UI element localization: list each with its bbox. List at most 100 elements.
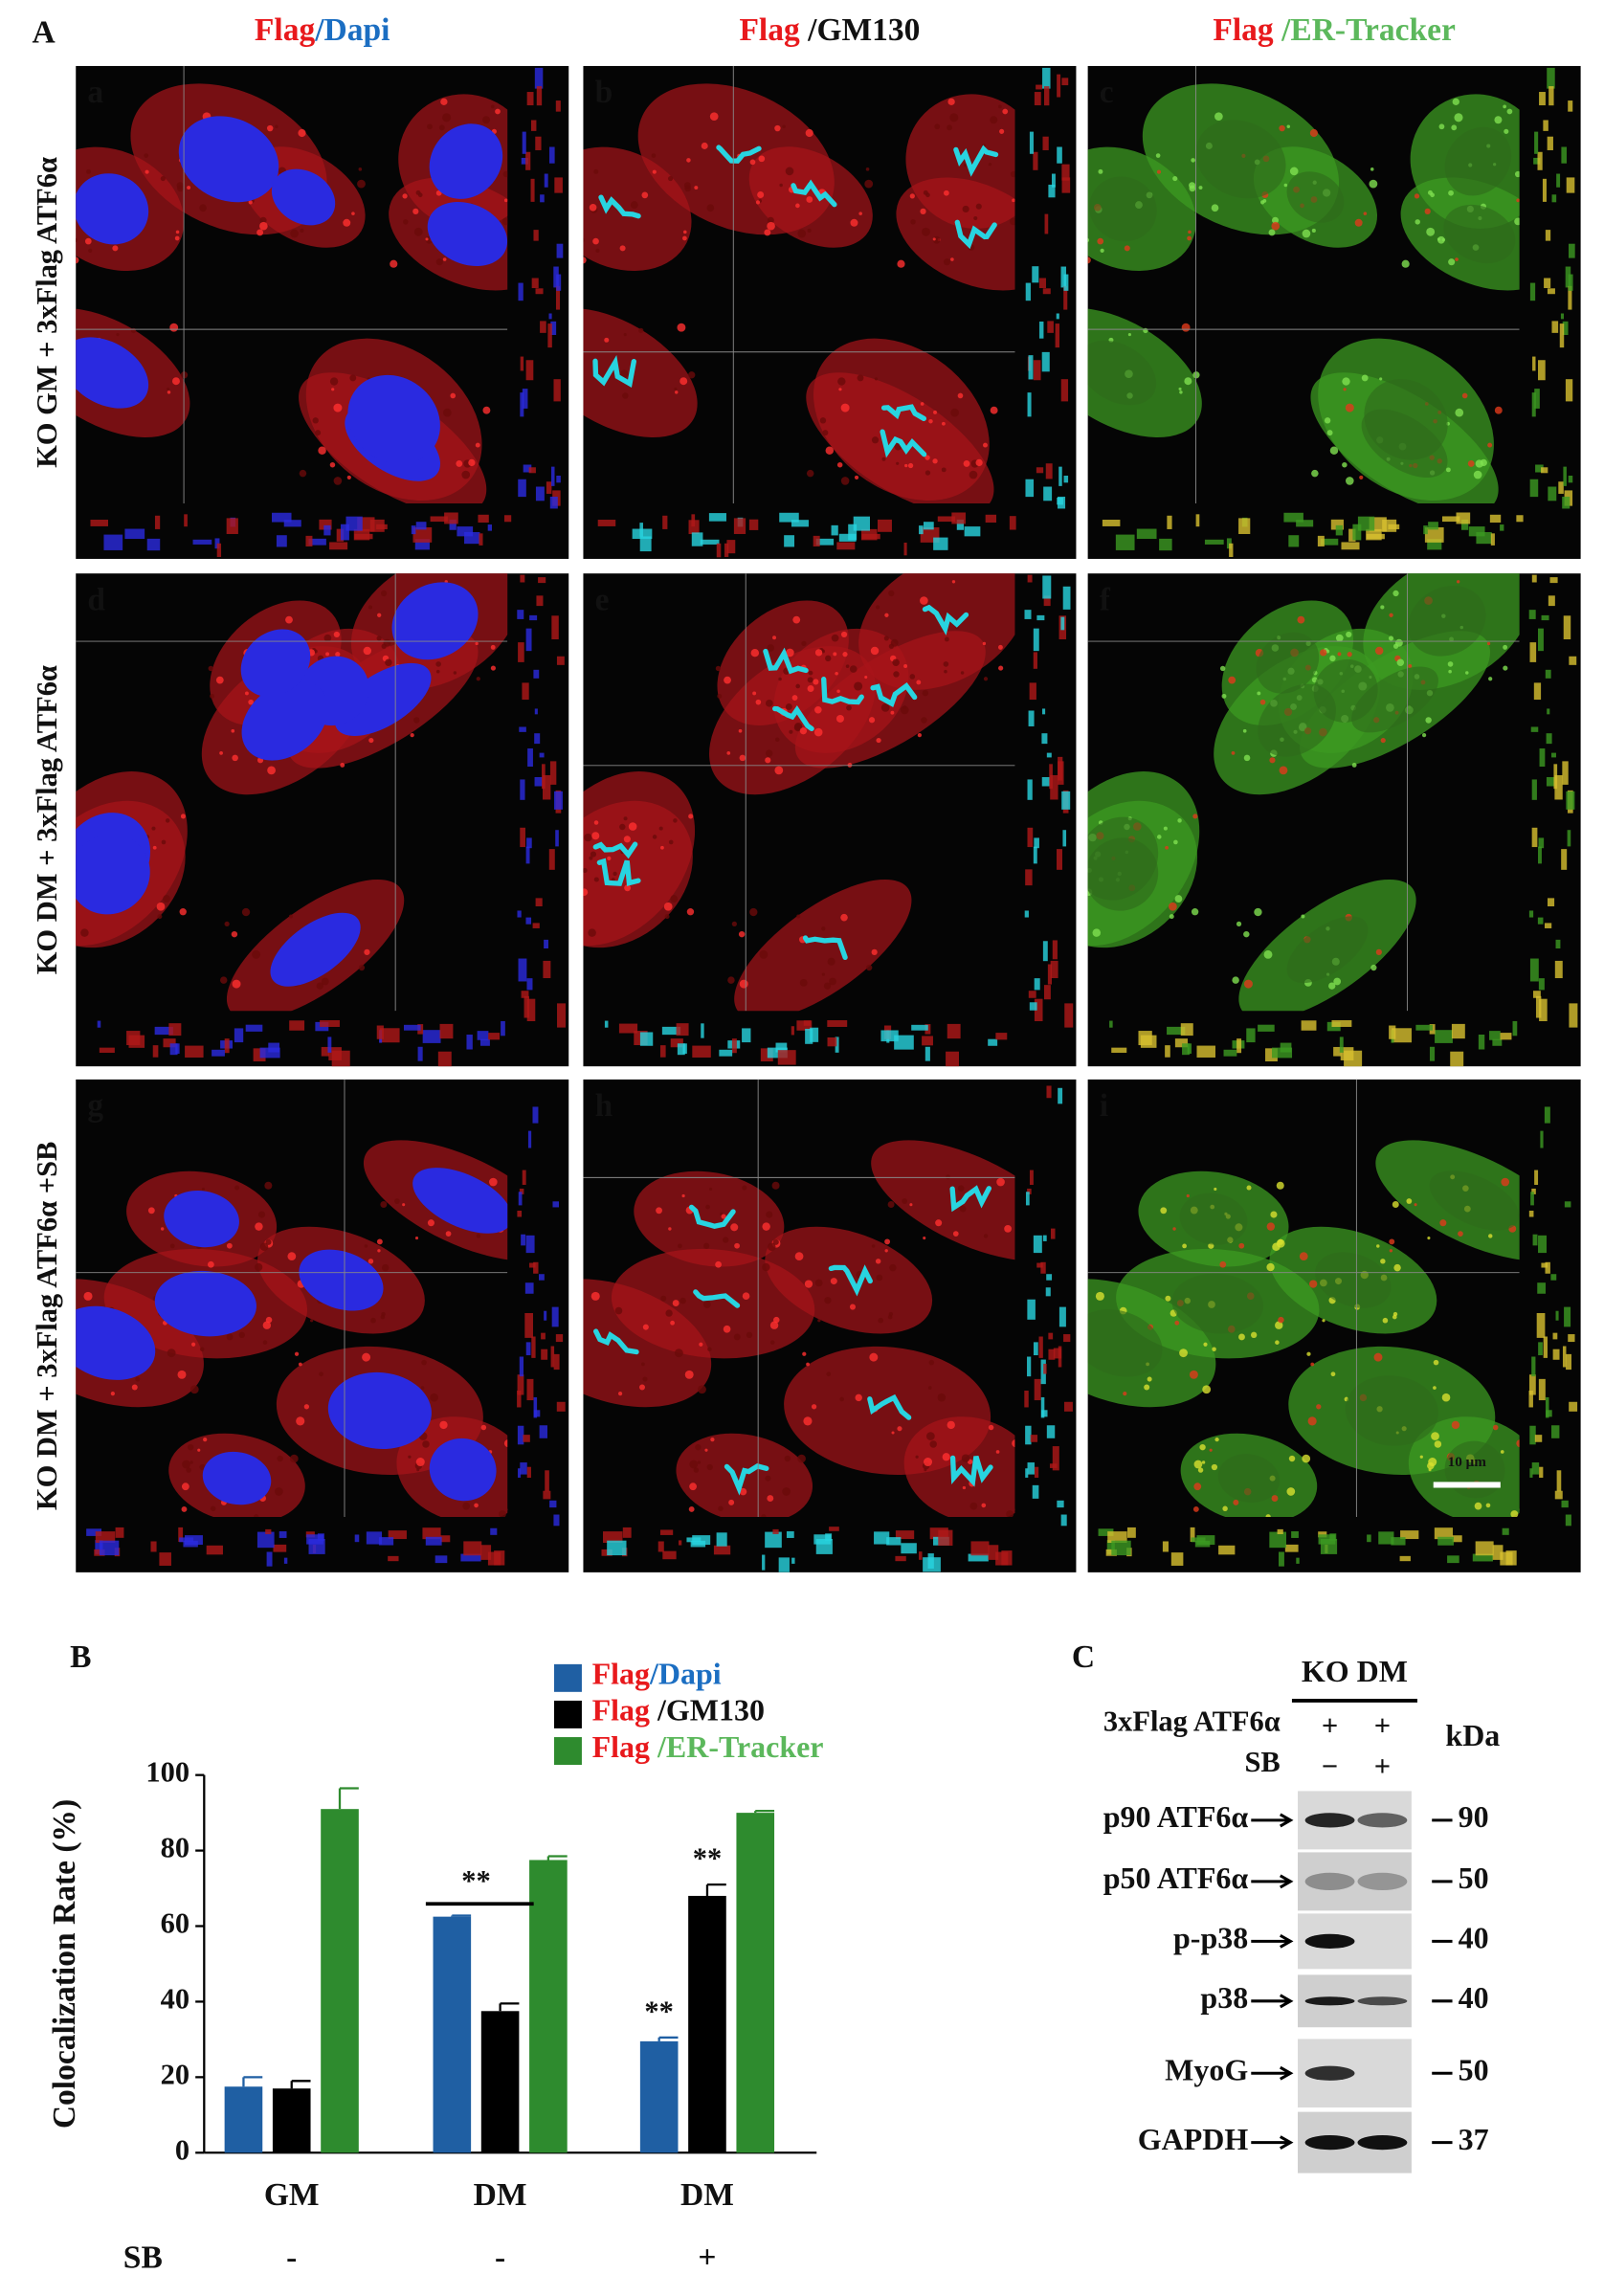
speckle [679, 1297, 686, 1304]
speckle [1328, 982, 1336, 990]
ortho-strip [1106, 1540, 1115, 1554]
ortho-strip [1539, 1466, 1544, 1479]
ortho-strip [1063, 285, 1068, 310]
speckle [928, 1359, 935, 1366]
speckle [767, 644, 774, 652]
nucleus [429, 1438, 497, 1502]
ortho-strip [1042, 288, 1051, 295]
ortho-strip [86, 1528, 102, 1536]
ortho-strip [1531, 574, 1537, 583]
speckle [765, 749, 773, 757]
speckle [438, 124, 445, 131]
ortho-strip [1041, 733, 1048, 745]
ortho-strip [1052, 1446, 1059, 1471]
speckle [175, 230, 180, 234]
speckle [838, 388, 842, 391]
speckle [1451, 124, 1458, 131]
ortho-strip [488, 1033, 501, 1040]
ortho-strip [541, 1349, 548, 1360]
speckle [1382, 1317, 1389, 1324]
speckle [453, 671, 457, 675]
ortho-strip [1538, 360, 1546, 381]
ortho-strip [517, 910, 522, 918]
speckle [766, 700, 773, 707]
speckle [583, 867, 588, 874]
speckle [858, 212, 862, 215]
speckle [592, 237, 599, 245]
ortho-strip [528, 467, 536, 474]
speckle [412, 717, 420, 724]
speckle [364, 948, 370, 955]
ortho-strip [1424, 526, 1444, 543]
ortho-strip [713, 1545, 731, 1555]
speckle [870, 646, 880, 656]
speckle [1209, 1448, 1213, 1452]
ortho-strip [323, 524, 331, 536]
ortho-strip [1558, 481, 1564, 494]
ortho-strip [1552, 1332, 1558, 1340]
speckle [1308, 1280, 1318, 1288]
ortho-strip [1451, 1023, 1465, 1039]
speckle [238, 1331, 245, 1339]
ortho-strip [479, 533, 483, 546]
ortho-strip [543, 960, 551, 979]
ortho-strip [430, 516, 448, 523]
blot-band [1304, 2065, 1355, 2081]
ortho-strip [1048, 184, 1056, 198]
ortho-strip [1541, 614, 1549, 621]
ortho-strip [463, 1541, 482, 1556]
speckle [794, 1252, 804, 1261]
ortho-strip [1549, 577, 1558, 584]
speckle [762, 1262, 770, 1272]
speckle [1354, 218, 1363, 227]
ortho-strip [724, 543, 729, 557]
speckle [1433, 1359, 1439, 1366]
ortho-strip [1029, 131, 1034, 154]
bar [224, 2086, 263, 2153]
micrograph-content [76, 573, 508, 1012]
ortho-strip [1027, 392, 1032, 417]
speckle [135, 1376, 141, 1382]
speckle [796, 914, 801, 919]
condition-label: 3xFlag ATF6α [1103, 1705, 1281, 1737]
speckle [765, 1475, 771, 1482]
speckle [766, 1211, 773, 1218]
nucleus [347, 374, 440, 464]
speckle [807, 228, 812, 234]
ortho-strip [266, 1551, 273, 1567]
speckle [723, 1237, 729, 1243]
speckle [941, 421, 946, 426]
speckle [571, 816, 576, 821]
speckle [1179, 1349, 1188, 1358]
speckle [1266, 1222, 1276, 1231]
ortho-strip [951, 512, 966, 524]
speckle [874, 377, 879, 381]
speckle [266, 124, 274, 132]
kda-label: 50 [1459, 2053, 1489, 2087]
speckle [888, 1311, 894, 1317]
speckle [990, 116, 998, 124]
speckle [897, 259, 905, 268]
speckle [750, 648, 760, 658]
ortho-strip [861, 533, 880, 540]
speckle [1124, 245, 1130, 252]
ortho-strip [1545, 1261, 1550, 1274]
error-bar [290, 2080, 311, 2089]
panel-label: C [1072, 1639, 1095, 1675]
cell [583, 308, 698, 437]
ortho-strip [517, 1210, 523, 1217]
ortho-strip [1562, 321, 1569, 336]
ortho-strip [517, 610, 524, 619]
speckle [742, 1185, 747, 1191]
row-label: KO GM + 3xFlag ATF6α [31, 157, 63, 468]
ortho-strip [126, 1031, 141, 1046]
ortho-strip [988, 1038, 998, 1046]
ortho-strip [1538, 1378, 1546, 1401]
speckle [1219, 665, 1226, 672]
speckle [390, 259, 398, 268]
y-tick-label: 100 [145, 1756, 189, 1789]
ortho-strip [1551, 194, 1557, 203]
speckle [731, 921, 737, 926]
speckle [724, 676, 731, 684]
